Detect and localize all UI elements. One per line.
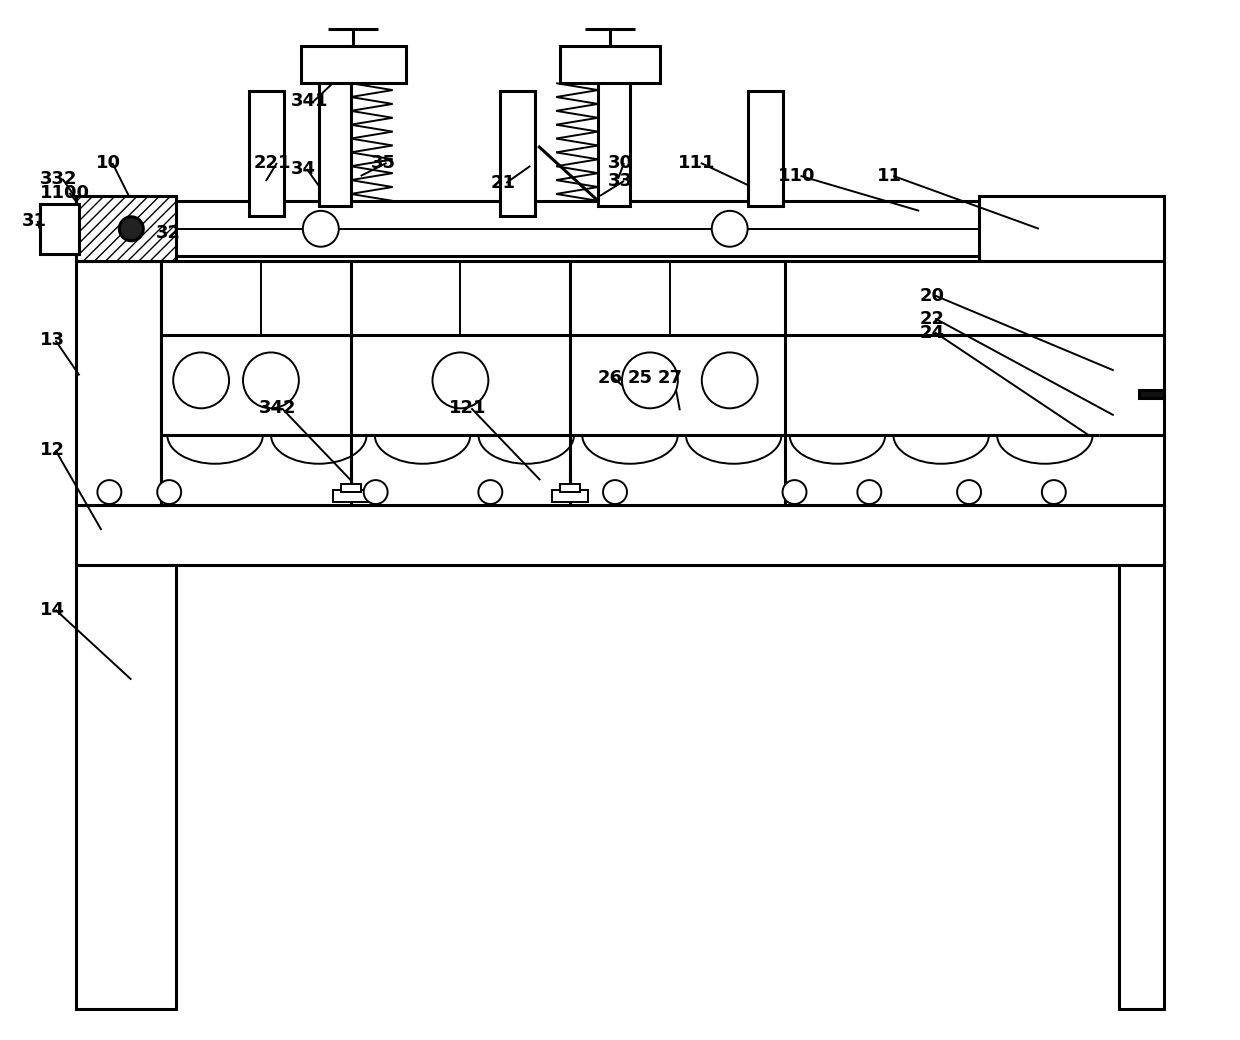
Text: 34: 34: [291, 160, 316, 178]
Text: 20: 20: [919, 287, 944, 305]
Text: 22: 22: [919, 310, 944, 328]
Circle shape: [363, 480, 388, 504]
Text: 25: 25: [627, 369, 653, 387]
Bar: [1118, 565, 1163, 1009]
Bar: [598, 81, 630, 206]
Bar: [500, 92, 536, 216]
Circle shape: [174, 353, 229, 409]
Bar: [301, 46, 405, 83]
Text: 110: 110: [777, 167, 815, 185]
Circle shape: [243, 353, 299, 409]
Circle shape: [957, 480, 981, 504]
Text: 35: 35: [371, 154, 396, 172]
Text: 24: 24: [919, 323, 944, 341]
Text: 12: 12: [40, 441, 64, 460]
Bar: [40, 204, 79, 254]
Text: 21: 21: [490, 174, 516, 192]
Bar: [77, 565, 176, 1009]
Text: 10: 10: [97, 154, 122, 172]
Text: 221: 221: [254, 154, 291, 172]
Circle shape: [119, 216, 144, 240]
Text: 27: 27: [658, 369, 683, 387]
Circle shape: [157, 480, 181, 504]
Text: 111: 111: [678, 154, 715, 172]
Bar: [560, 46, 660, 83]
Bar: [249, 92, 284, 216]
Circle shape: [1042, 480, 1066, 504]
Bar: [161, 261, 1163, 505]
Text: 31: 31: [21, 212, 47, 230]
Bar: [341, 484, 361, 492]
Circle shape: [303, 211, 339, 246]
Bar: [319, 81, 351, 206]
Text: 26: 26: [598, 369, 622, 387]
Bar: [748, 92, 782, 206]
Text: 121: 121: [449, 399, 486, 417]
Bar: [552, 490, 588, 502]
Text: 13: 13: [40, 332, 64, 349]
Text: 332: 332: [40, 170, 77, 188]
Bar: [77, 505, 1163, 565]
Circle shape: [622, 353, 678, 409]
Text: 342: 342: [259, 399, 296, 417]
Bar: [980, 196, 1163, 261]
Circle shape: [857, 480, 882, 504]
Text: 11: 11: [878, 167, 903, 185]
Circle shape: [712, 211, 748, 246]
Bar: [77, 261, 161, 505]
Text: 1100: 1100: [40, 184, 89, 202]
Circle shape: [479, 480, 502, 504]
Text: 32: 32: [156, 224, 181, 241]
Bar: [332, 490, 368, 502]
Text: 30: 30: [608, 154, 634, 172]
Circle shape: [98, 480, 122, 504]
Circle shape: [702, 353, 758, 409]
Bar: [560, 484, 580, 492]
Circle shape: [433, 353, 489, 409]
Bar: [77, 196, 176, 261]
Circle shape: [603, 480, 627, 504]
Bar: [77, 201, 1163, 256]
Bar: [1138, 390, 1163, 398]
Text: 33: 33: [608, 172, 634, 190]
Text: 14: 14: [40, 601, 64, 619]
Circle shape: [782, 480, 806, 504]
Text: 341: 341: [291, 93, 329, 110]
